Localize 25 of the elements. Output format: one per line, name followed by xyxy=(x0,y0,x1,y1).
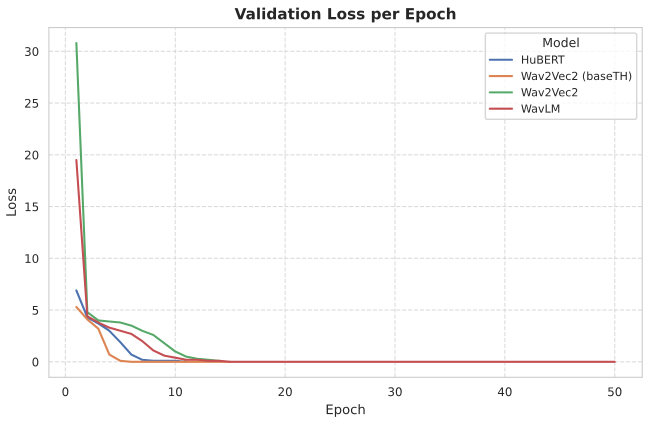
x-tick-label: 20 xyxy=(278,387,292,396)
y-tick-label: 20 xyxy=(25,150,38,160)
y-axis-title: Loss xyxy=(6,188,16,216)
x-tick-label: 30 xyxy=(388,387,402,396)
y-tick-label: 5 xyxy=(32,306,38,315)
line-series xyxy=(75,158,616,363)
line-series xyxy=(75,42,220,362)
x-tick-label: 50 xyxy=(608,387,622,396)
legend-label: WavLM xyxy=(521,104,560,113)
line-series xyxy=(75,289,188,363)
legend-label: HuBERT xyxy=(522,56,565,64)
legend-label: Wav2Vec2 xyxy=(521,88,578,96)
legend-label: Wav2Vec2 (baseTH) xyxy=(521,72,632,82)
y-tick-label: 0 xyxy=(32,358,38,366)
chart-title: Validation Loss per Epoch xyxy=(234,8,456,22)
x-tick-label: 0 xyxy=(62,387,68,396)
legend-title: Model xyxy=(543,38,579,48)
x-tick-label: 40 xyxy=(498,387,512,396)
x-tick-label: 10 xyxy=(169,387,182,396)
line-series xyxy=(75,306,232,363)
y-tick-label: 15 xyxy=(25,202,38,212)
y-tick-label: 10 xyxy=(25,254,38,263)
y-tick-label: 25 xyxy=(25,98,38,108)
y-tick-label: 30 xyxy=(25,47,38,56)
x-axis-title: Epoch xyxy=(326,404,365,417)
